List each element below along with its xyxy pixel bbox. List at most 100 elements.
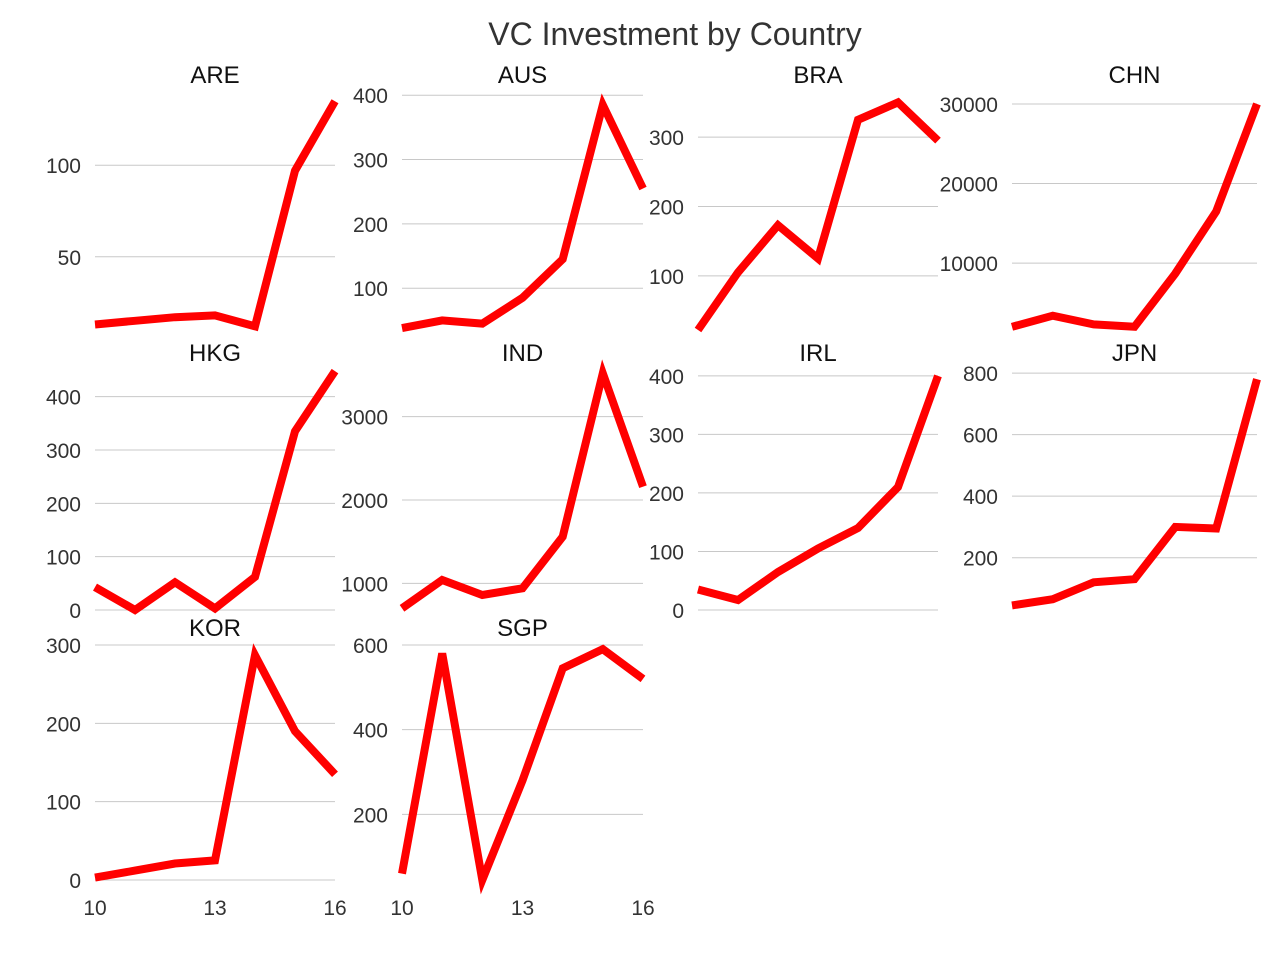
data-point-aus-10 bbox=[398, 324, 406, 332]
data-point-are-12 bbox=[171, 313, 179, 321]
data-point-ind-11 bbox=[438, 576, 446, 584]
data-point-sgp-12 bbox=[478, 876, 486, 884]
data-point-sgp-10 bbox=[398, 870, 406, 878]
panel-sgp: SGP 200 400 600 10 13 16 bbox=[353, 615, 655, 920]
data-point-jpn-12 bbox=[1090, 578, 1098, 586]
y-tick-label-ind-3000: 3000 bbox=[341, 407, 388, 430]
data-point-kor-12 bbox=[171, 860, 179, 868]
data-point-hkg-13 bbox=[211, 604, 219, 612]
data-point-ind-15 bbox=[599, 369, 607, 377]
y-tick-label-aus-300: 300 bbox=[353, 150, 388, 173]
data-point-irl-10 bbox=[694, 586, 702, 594]
data-point-hkg-14 bbox=[251, 573, 259, 581]
data-point-kor-15 bbox=[291, 727, 299, 735]
y-tick-label-aus-100: 100 bbox=[353, 278, 388, 301]
panel-title-hkg: HKG bbox=[189, 340, 241, 367]
y-tick-label-sgp-600: 600 bbox=[353, 635, 388, 658]
data-point-are-16 bbox=[331, 97, 339, 105]
data-point-sgp-13 bbox=[519, 776, 527, 784]
panel-are: ARE 50 100 bbox=[46, 62, 339, 332]
y-tick-label-kor-200: 200 bbox=[46, 713, 81, 736]
y-tick-label-aus-400: 400 bbox=[353, 85, 388, 108]
data-point-kor-16 bbox=[331, 770, 339, 778]
y-tick-label-jpn-800: 800 bbox=[963, 363, 998, 386]
panel-hkg: HKG 0 100 200 300 400 bbox=[46, 340, 339, 623]
data-point-hkg-12 bbox=[171, 578, 179, 586]
x-tick-label-kor-16: 16 bbox=[323, 897, 346, 920]
y-tick-label-bra-200: 200 bbox=[649, 196, 684, 219]
panel-ind: IND 1000 2000 3000 bbox=[341, 340, 647, 612]
chart-title: VC Investment by Country bbox=[488, 16, 861, 52]
panel-jpn: JPN 200 400 600 800 bbox=[963, 340, 1261, 610]
series-line-hkg bbox=[93, 368, 339, 615]
data-point-bra-16 bbox=[934, 137, 942, 145]
y-tick-label-kor-100: 100 bbox=[46, 792, 81, 815]
y-tick-label-hkg-0: 0 bbox=[69, 600, 81, 623]
data-point-bra-13 bbox=[814, 255, 822, 263]
y-tick-label-aus-200: 200 bbox=[353, 214, 388, 237]
y-tick-label-hkg-300: 300 bbox=[46, 440, 81, 463]
data-point-aus-11 bbox=[438, 316, 446, 324]
data-point-ind-10 bbox=[398, 604, 406, 612]
data-point-chn-11 bbox=[1049, 312, 1057, 320]
x-tick-label-sgp-13: 13 bbox=[511, 897, 534, 920]
panel-title-aus: AUS bbox=[498, 62, 547, 89]
data-point-are-10 bbox=[91, 321, 99, 329]
y-tick-label-bra-100: 100 bbox=[649, 266, 684, 289]
data-point-hkg-15 bbox=[291, 427, 299, 435]
y-tick-label-hkg-200: 200 bbox=[46, 493, 81, 516]
data-point-sgp-15 bbox=[599, 645, 607, 653]
y-tick-label-kor-300: 300 bbox=[46, 635, 81, 658]
data-point-aus-14 bbox=[559, 255, 567, 263]
y-tick-label-irl-200: 200 bbox=[649, 483, 684, 506]
panel-title-are: ARE bbox=[190, 62, 239, 89]
series-line-aus bbox=[401, 93, 647, 333]
data-point-chn-12 bbox=[1090, 320, 1098, 328]
y-tick-label-jpn-400: 400 bbox=[963, 486, 998, 509]
data-point-jpn-10 bbox=[1008, 601, 1016, 609]
data-point-are-15 bbox=[291, 167, 299, 175]
data-point-hkg-16 bbox=[331, 367, 339, 375]
y-tick-label-bra-300: 300 bbox=[649, 127, 684, 150]
y-tick-label-irl-300: 300 bbox=[649, 424, 684, 447]
panel-title-chn: CHN bbox=[1109, 62, 1161, 89]
data-point-bra-15 bbox=[894, 98, 902, 106]
y-tick-label-irl-100: 100 bbox=[649, 541, 684, 564]
data-point-bra-11 bbox=[734, 268, 742, 276]
panel-bra: BRA 100 200 300 bbox=[649, 62, 942, 333]
data-point-chn-15 bbox=[1212, 207, 1220, 215]
y-tick-label-irl-0: 0 bbox=[672, 600, 684, 623]
data-point-chn-16 bbox=[1253, 100, 1261, 108]
panel-title-irl: IRL bbox=[799, 340, 836, 367]
data-point-sgp-16 bbox=[639, 675, 647, 683]
data-point-irl-14 bbox=[854, 524, 862, 532]
data-point-aus-16 bbox=[639, 184, 647, 192]
data-point-are-13 bbox=[211, 311, 219, 319]
panel-chn: CHN 10000 20000 30000 bbox=[940, 62, 1261, 331]
y-tick-label-sgp-400: 400 bbox=[353, 720, 388, 743]
y-tick-label-hkg-100: 100 bbox=[46, 547, 81, 570]
series-line-jpn bbox=[1011, 378, 1261, 610]
y-tick-label-chn-30000: 30000 bbox=[940, 94, 998, 117]
y-tick-label-hkg-400: 400 bbox=[46, 387, 81, 410]
data-point-bra-12 bbox=[774, 221, 782, 229]
x-tick-label-kor-13: 13 bbox=[203, 897, 226, 920]
series-line-irl bbox=[696, 374, 942, 605]
data-point-irl-15 bbox=[894, 483, 902, 491]
data-point-jpn-11 bbox=[1049, 595, 1057, 603]
x-tick-label-kor-10: 10 bbox=[83, 897, 106, 920]
data-point-are-11 bbox=[131, 317, 139, 325]
data-point-aus-15 bbox=[599, 101, 607, 109]
data-point-kor-14 bbox=[251, 651, 259, 659]
data-point-irl-12 bbox=[774, 568, 782, 576]
series-line-chn bbox=[1010, 102, 1261, 331]
data-point-jpn-13 bbox=[1131, 575, 1139, 583]
y-tick-label-are-100: 100 bbox=[46, 155, 81, 178]
data-point-irl-16 bbox=[934, 372, 942, 380]
panel-title-bra: BRA bbox=[793, 62, 842, 89]
data-point-hkg-11 bbox=[131, 606, 139, 614]
data-point-ind-16 bbox=[639, 483, 647, 491]
data-point-ind-12 bbox=[478, 591, 486, 599]
series-line-sgp bbox=[398, 644, 646, 895]
